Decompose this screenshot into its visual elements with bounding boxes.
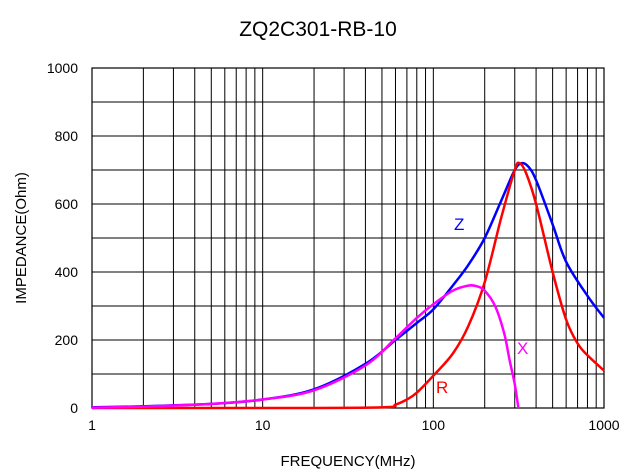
x-tick-label: 1 [88, 417, 96, 433]
y-tick-label: 0 [70, 400, 78, 416]
series-line-z [91, 161, 605, 409]
series-layer [91, 161, 605, 410]
y-tick-label: 200 [55, 332, 79, 348]
y-tick-label: 400 [55, 264, 79, 280]
y-tick-label: 800 [55, 128, 79, 144]
y-axis-label: IMPEDANCE(Ohm) [13, 172, 30, 304]
series-line-r [91, 161, 605, 410]
series-label-r: R [436, 378, 448, 397]
x-tick-label: 10 [255, 417, 271, 433]
y-tick-label: 600 [55, 196, 79, 212]
grid [92, 68, 604, 408]
x-axis-label: FREQUENCY(MHz) [281, 453, 416, 470]
chart-title: ZQ2C301-RB-10 [239, 18, 397, 41]
x-tick-label: 1000 [588, 417, 619, 433]
x-tick-label: 100 [422, 417, 446, 433]
tick-labels: 1 10 100 1000 0 200 400 600 800 1000 [47, 60, 620, 433]
series-line-x [91, 284, 520, 409]
series-label-z: Z [454, 215, 464, 234]
y-tick-label: 1000 [47, 60, 78, 76]
series-label-x: X [517, 339, 528, 358]
